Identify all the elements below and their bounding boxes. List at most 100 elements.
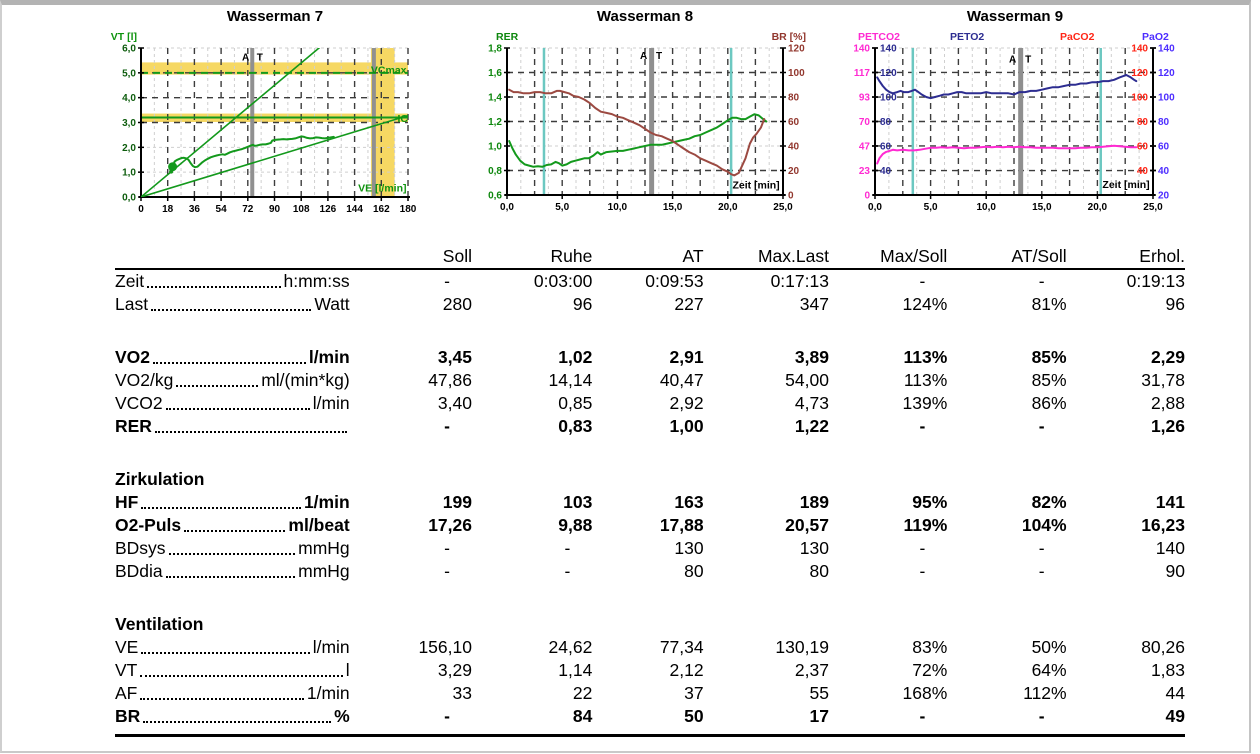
svg-text:PaCO2: PaCO2 [1060, 31, 1095, 43]
table-cell: - [444, 706, 450, 726]
table-cell: 22 [572, 683, 593, 703]
svg-text:5,0: 5,0 [122, 68, 136, 79]
table-row: RER - 0,83 1,00 1,22 - - 1,26 [115, 415, 1185, 438]
table-cell: 50 [684, 706, 704, 726]
svg-text:70: 70 [859, 117, 871, 128]
svg-text:40: 40 [1158, 166, 1170, 177]
svg-text:140: 140 [1131, 44, 1148, 55]
svg-text:2,0: 2,0 [122, 143, 136, 154]
row-label: VT l [115, 660, 350, 680]
svg-text:80: 80 [788, 93, 800, 104]
svg-text:20: 20 [788, 166, 800, 177]
row-label: HF 1/min [115, 492, 350, 512]
table-cell: 0,83 [558, 416, 593, 436]
svg-text:BR [%]: BR [%] [772, 31, 806, 43]
row-label: BDdia mmHg [115, 561, 350, 581]
svg-text:A: A [1009, 55, 1016, 66]
svg-text:VE [l/min]: VE [l/min] [358, 183, 406, 195]
column-header: Erhol. [1066, 244, 1185, 270]
svg-text:80: 80 [1137, 117, 1149, 128]
table-cell: - [1038, 561, 1045, 581]
table-cell: 2,88 [1150, 393, 1185, 413]
section-header: Zirkulation [115, 469, 205, 489]
row-label: BDsys mmHg [115, 538, 350, 558]
table-row: VO2/kg ml/(min*kg) 47,86 14,14 40,47 54,00 113… [115, 369, 1185, 392]
table-cell: 2,91 [669, 347, 704, 367]
svg-text:140: 140 [880, 44, 897, 55]
table-cell: - [919, 271, 926, 291]
svg-text:23: 23 [859, 166, 871, 177]
table-cell: 37 [684, 683, 704, 703]
svg-text:0: 0 [138, 204, 144, 215]
table-row: Ventilation [115, 613, 1185, 636]
table-cell: 33 [452, 683, 472, 703]
table-cell: 139% [902, 393, 948, 413]
svg-text:60: 60 [788, 117, 800, 128]
svg-text:PaO2: PaO2 [1142, 31, 1169, 43]
table-row: BDdia mmHg - - 80 80 - - 90 [115, 560, 1185, 583]
row-label: Zeit h:mm:ss [115, 271, 350, 291]
table-cell: 113% [903, 370, 948, 390]
table-cell: 24,62 [548, 637, 593, 657]
table-cell: 0,85 [558, 393, 593, 413]
row-label: Last Watt [115, 294, 350, 314]
svg-text:93: 93 [859, 93, 871, 104]
table-cell: 113% [903, 347, 948, 367]
svg-text:40: 40 [880, 166, 892, 177]
table-row: BDsys mmHg - - 130 130 - - 140 [115, 537, 1185, 560]
table-cell: 3,45 [437, 347, 472, 367]
table-cell: 49 [1165, 706, 1185, 726]
svg-text:1,8: 1,8 [488, 44, 502, 55]
table-cell: 112% [1023, 683, 1067, 703]
svg-text:A: A [242, 52, 249, 63]
svg-text:20: 20 [1158, 191, 1170, 202]
svg-text:T: T [656, 51, 662, 62]
table-cell: - [1038, 706, 1045, 726]
svg-text:VT [l]: VT [l] [111, 31, 137, 43]
table-cell: 168% [902, 683, 948, 703]
table-row: Zirkulation [115, 468, 1185, 491]
svg-text:40: 40 [788, 142, 800, 153]
table-row: VE l/min 156,10 24,62 77,34 130,19 83% 50% 80,26 [115, 636, 1185, 659]
column-header: Max.Last [703, 244, 829, 270]
table-cell: - [919, 706, 926, 726]
svg-text:25,0: 25,0 [1143, 202, 1163, 213]
table-cell: 85% [1031, 370, 1067, 390]
table-cell: 31,78 [1141, 370, 1185, 390]
svg-text:IC: IC [398, 113, 409, 125]
table-row: HF 1/min 199 103 163 189 95% 82% 141 [115, 491, 1185, 514]
table-cell: 16,23 [1141, 515, 1185, 535]
table-cell: - [1038, 416, 1045, 436]
svg-text:144: 144 [346, 204, 363, 215]
svg-text:120: 120 [1158, 68, 1175, 79]
table-cell: 40,47 [659, 370, 704, 390]
table-row: VT l 3,29 1,14 2,12 2,37 72% 64% 1,83 [115, 659, 1185, 682]
row-label: O2-Puls ml/beat [115, 515, 350, 535]
table-row: BR% - 84 50 17 - - 49 [115, 705, 1185, 728]
svg-text:0,0: 0,0 [122, 193, 136, 204]
table-cell: 103 [563, 492, 593, 512]
table-cell: - [919, 538, 926, 558]
svg-text:18: 18 [162, 204, 174, 215]
row-label: VO2 l/min [115, 347, 350, 367]
row-label: VCO2 l/min [115, 393, 350, 413]
table-row [115, 316, 1185, 346]
row-label: RER [115, 415, 356, 438]
wasserman-7-plot: 0,0 1,0 2,0 3,0 4,0 5,0 6,0 0 18 36 54 72 90 108 126 14… [111, 31, 417, 215]
table-cell: 17,88 [659, 515, 704, 535]
table-cell: 72% [912, 660, 948, 680]
svg-text:RER: RER [496, 31, 519, 43]
table-cell: - [919, 416, 926, 436]
table-cell: 14,14 [548, 370, 593, 390]
svg-text:1,4: 1,4 [488, 93, 502, 104]
chart-title-wasserman-8: Wasserman 8 [596, 8, 694, 25]
table-cell: 0:03:00 [533, 271, 593, 291]
table-cell: 124% [902, 294, 948, 314]
table-cell: - [444, 561, 450, 581]
svg-text:120: 120 [880, 68, 897, 79]
svg-text:0: 0 [788, 191, 794, 202]
row-label: AF 1/min [115, 683, 350, 703]
svg-text:100: 100 [880, 93, 897, 104]
svg-text:40: 40 [1137, 166, 1149, 177]
svg-text:6,0: 6,0 [122, 44, 136, 55]
